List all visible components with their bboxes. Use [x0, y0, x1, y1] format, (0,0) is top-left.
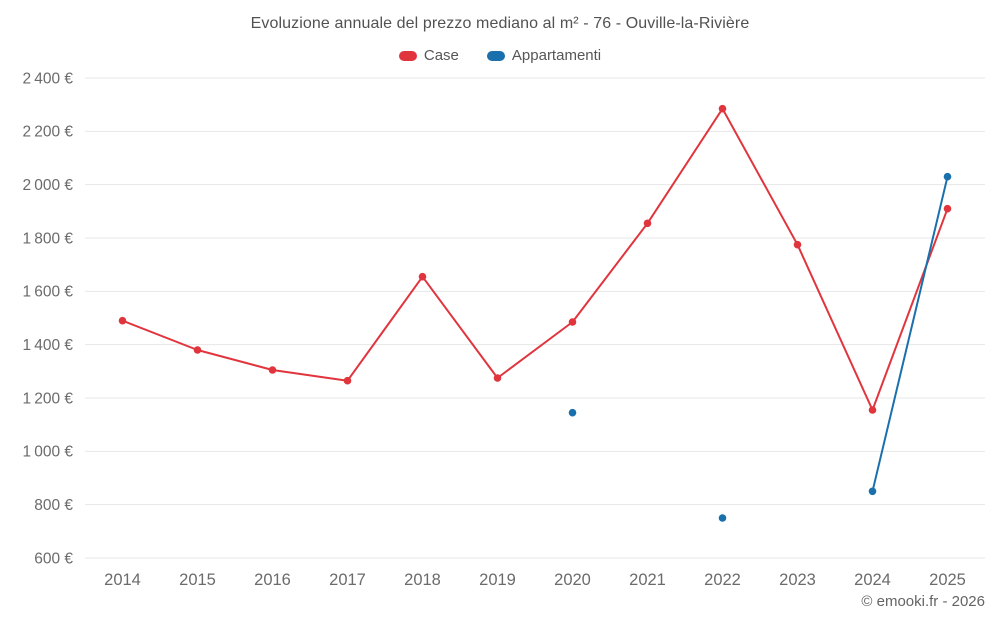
case-point-2025[interactable]: [943, 204, 952, 213]
y-tick-label: 600 €: [34, 550, 73, 567]
x-tick-label: 2021: [629, 571, 666, 589]
case-point-2023[interactable]: [793, 240, 802, 249]
x-tick-label: 2025: [929, 571, 966, 589]
appartamenti-point-2022[interactable]: [718, 514, 727, 522]
y-tick-label: 800 €: [34, 497, 73, 514]
appartamenti-point-2025[interactable]: [943, 172, 952, 181]
case-point-2019[interactable]: [493, 374, 502, 382]
case-point-2018[interactable]: [418, 272, 427, 281]
y-tick-label: 1 800 €: [22, 230, 73, 247]
case-series-swatch-icon: [398, 50, 417, 61]
x-tick-label: 2018: [404, 571, 441, 589]
appartamenti-point-2024[interactable]: [868, 487, 877, 496]
case-point-2020[interactable]: [568, 318, 577, 326]
x-tick-label: 2022: [704, 571, 741, 589]
x-tick-label: 2019: [479, 571, 516, 589]
y-tick-label: 1 400 €: [22, 337, 73, 354]
case-point-2024[interactable]: [868, 406, 877, 414]
case-point-2015[interactable]: [193, 346, 202, 354]
x-tick-label: 2016: [254, 571, 291, 589]
y-tick-label: 1 600 €: [22, 284, 73, 301]
x-tick-label: 2017: [329, 571, 366, 589]
case-point-2017[interactable]: [343, 376, 352, 385]
y-tick-label: 1 200 €: [22, 390, 73, 407]
copyright-label: © emooki.fr - 2026: [861, 593, 985, 610]
case-point-2021[interactable]: [643, 219, 652, 228]
appartamenti-point-2020[interactable]: [568, 408, 577, 417]
legend-item-appartamenti[interactable]: Appartamenti: [486, 47, 602, 64]
case-point-2016[interactable]: [268, 366, 277, 374]
x-tick-label: 2020: [554, 571, 591, 589]
case-point-2014[interactable]: [118, 316, 127, 325]
y-tick-label: 2 200 €: [22, 124, 73, 141]
x-tick-label: 2023: [779, 571, 816, 589]
appartamenti-series-line: [871, 175, 949, 493]
y-tick-label: 2 000 €: [22, 177, 73, 194]
appartamenti-series-swatch-icon: [486, 50, 505, 61]
case-point-2022[interactable]: [718, 104, 727, 113]
x-tick-label: 2015: [179, 571, 216, 589]
x-tick-label: 2014: [104, 571, 141, 589]
legend-label-case: Case: [423, 47, 459, 64]
x-tick-label: 2024: [854, 571, 891, 589]
y-tick-label: 1 000 €: [22, 444, 73, 461]
y-tick-label: 2 400 €: [22, 70, 73, 87]
legend-item-case[interactable]: Case: [398, 47, 459, 64]
chart-title: Evoluzione annuale del prezzo mediano al…: [250, 15, 750, 32]
chart-legend: Case Appartamenti: [0, 47, 1000, 64]
legend-label-appartamenti: Appartamenti: [511, 47, 602, 64]
case-series-line: [121, 107, 949, 411]
